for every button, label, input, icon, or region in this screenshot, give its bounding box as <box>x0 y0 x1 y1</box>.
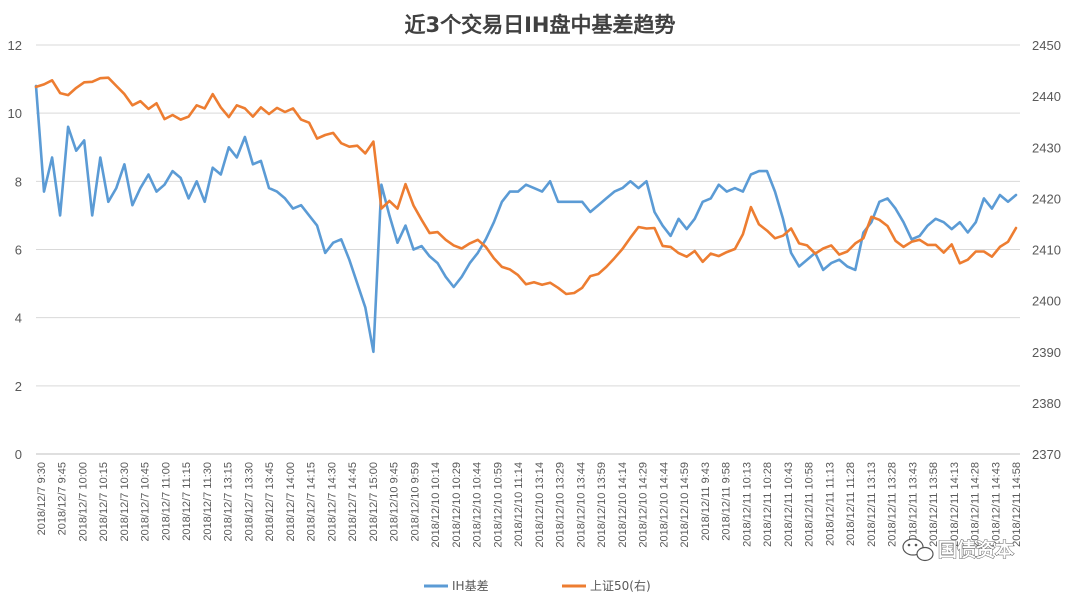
series-line-sse50 <box>34 76 1018 296</box>
x-tick-label: 2018/12/7 14:15 <box>306 462 318 542</box>
x-tick-label: 2018/12/7 11:15 <box>181 462 193 541</box>
legend-label-ih-basis: IH基差 <box>452 579 489 593</box>
x-tick-label: 2018/12/11 13:43 <box>907 462 919 547</box>
x-tick-label: 2018/12/7 13:45 <box>264 462 276 542</box>
x-axis: 2018/12/7 9:30 2018/12/7 9:45 2018/12/7 10… <box>36 462 1023 548</box>
y-right-tick-label: 2450 <box>1032 38 1061 53</box>
x-tick-label: 2018/12/7 9:45 <box>57 462 69 535</box>
x-tick-label: 2018/12/7 11:00 <box>160 462 172 541</box>
y-right-tick-label: 2410 <box>1032 243 1061 258</box>
x-tick-label: 2018/12/10 13:14 <box>534 462 546 548</box>
x-tick-label: 2018/12/10 10:59 <box>492 462 504 548</box>
watermark: 国债资本 <box>902 538 1014 562</box>
chart-title: 近3个交易日IH盘中基差趋势 <box>405 13 676 37</box>
y-right-tick-label: 2440 <box>1032 89 1061 104</box>
watermark-text: 国债资本 <box>938 538 1014 561</box>
x-tick-label: 2018/12/10 10:29 <box>451 462 463 548</box>
series-group <box>34 76 1018 354</box>
x-tick-label: 2018/12/7 10:15 <box>98 462 110 542</box>
y-right-tick-label: 2430 <box>1032 140 1061 155</box>
y-axis-left: 0 2 4 6 8 10 12 <box>8 38 22 462</box>
x-tick-label: 2018/12/11 11:28 <box>845 462 857 546</box>
x-tick-label: 2018/12/7 13:15 <box>223 462 235 542</box>
legend: IH基差 上证50(右) <box>424 578 651 593</box>
wechat-icon <box>902 538 934 562</box>
x-tick-label: 2018/12/11 9:43 <box>700 462 712 541</box>
y-left-tick-label: 10 <box>8 106 22 121</box>
y-left-tick-label: 2 <box>15 379 22 394</box>
x-tick-label: 2018/12/11 14:28 <box>970 462 982 547</box>
y-right-tick-label: 2390 <box>1032 345 1061 360</box>
y-left-tick-label: 12 <box>8 38 22 53</box>
x-tick-label: 2018/12/11 11:13 <box>824 462 836 546</box>
x-tick-label: 2018/12/7 15:00 <box>368 462 380 542</box>
x-tick-label: 2018/12/7 14:00 <box>285 462 297 542</box>
x-tick-label: 2018/12/7 11:30 <box>202 462 214 541</box>
y-right-tick-label: 2420 <box>1032 191 1061 206</box>
y-axis-right: 2370 2380 2390 2400 2410 2420 2430 2440 2450 <box>1032 38 1061 462</box>
y-left-tick-label: 8 <box>15 174 22 189</box>
x-tick-label: 2018/12/10 10:14 <box>430 462 442 548</box>
x-tick-label: 2018/12/7 10:30 <box>119 462 131 542</box>
x-tick-label: 2018/12/11 9:58 <box>721 462 733 541</box>
y-right-tick-label: 2400 <box>1032 294 1061 309</box>
x-tick-label: 2018/12/7 9:30 <box>36 462 48 535</box>
x-tick-label: 2018/12/7 10:00 <box>77 462 89 542</box>
x-tick-label: 2018/12/10 14:29 <box>638 462 650 548</box>
x-tick-label: 2018/12/11 13:13 <box>866 462 878 547</box>
x-tick-label: 2018/12/11 10:28 <box>762 462 774 547</box>
y-left-tick-label: 0 <box>15 447 22 462</box>
y-left-tick-label: 6 <box>15 243 22 258</box>
y-right-tick-label: 2380 <box>1032 396 1061 411</box>
x-tick-label: 2018/12/7 14:30 <box>326 462 338 542</box>
series-line-ih-basis <box>34 84 1018 354</box>
x-tick-label: 2018/12/11 13:58 <box>928 462 940 547</box>
y-right-tick-label: 2370 <box>1032 447 1061 462</box>
x-tick-label: 2018/12/7 13:30 <box>243 462 255 542</box>
x-tick-label: 2018/12/11 10:58 <box>804 462 816 547</box>
x-tick-label: 2018/12/7 10:45 <box>140 462 152 542</box>
x-tick-label: 2018/12/11 10:13 <box>741 462 753 547</box>
y-left-tick-label: 4 <box>15 311 22 326</box>
x-tick-label: 2018/12/11 14:58 <box>1011 462 1023 547</box>
x-tick-label: 2018/12/10 10:44 <box>472 462 484 548</box>
grid <box>36 44 1020 455</box>
x-tick-label: 2018/12/7 14:45 <box>347 462 359 542</box>
x-tick-label: 2018/12/10 13:44 <box>575 462 587 548</box>
x-tick-label: 2018/12/11 13:28 <box>887 462 899 547</box>
x-tick-label: 2018/12/10 14:14 <box>617 462 629 548</box>
x-tick-label: 2018/12/10 14:44 <box>658 462 670 548</box>
x-tick-label: 2018/12/11 10:43 <box>783 462 795 547</box>
x-tick-label: 2018/12/10 9:59 <box>409 462 421 542</box>
x-tick-label: 2018/12/11 14:13 <box>949 462 961 547</box>
x-tick-label: 2018/12/10 13:29 <box>555 462 567 548</box>
x-tick-label: 2018/12/10 9:45 <box>389 462 401 542</box>
legend-label-sse50: 上证50(右) <box>590 578 651 593</box>
x-tick-label: 2018/12/11 14:43 <box>990 462 1002 547</box>
x-tick-label: 2018/12/10 11:14 <box>513 462 525 547</box>
x-tick-label: 2018/12/10 14:59 <box>679 462 691 548</box>
x-tick-label: 2018/12/10 13:59 <box>596 462 608 548</box>
